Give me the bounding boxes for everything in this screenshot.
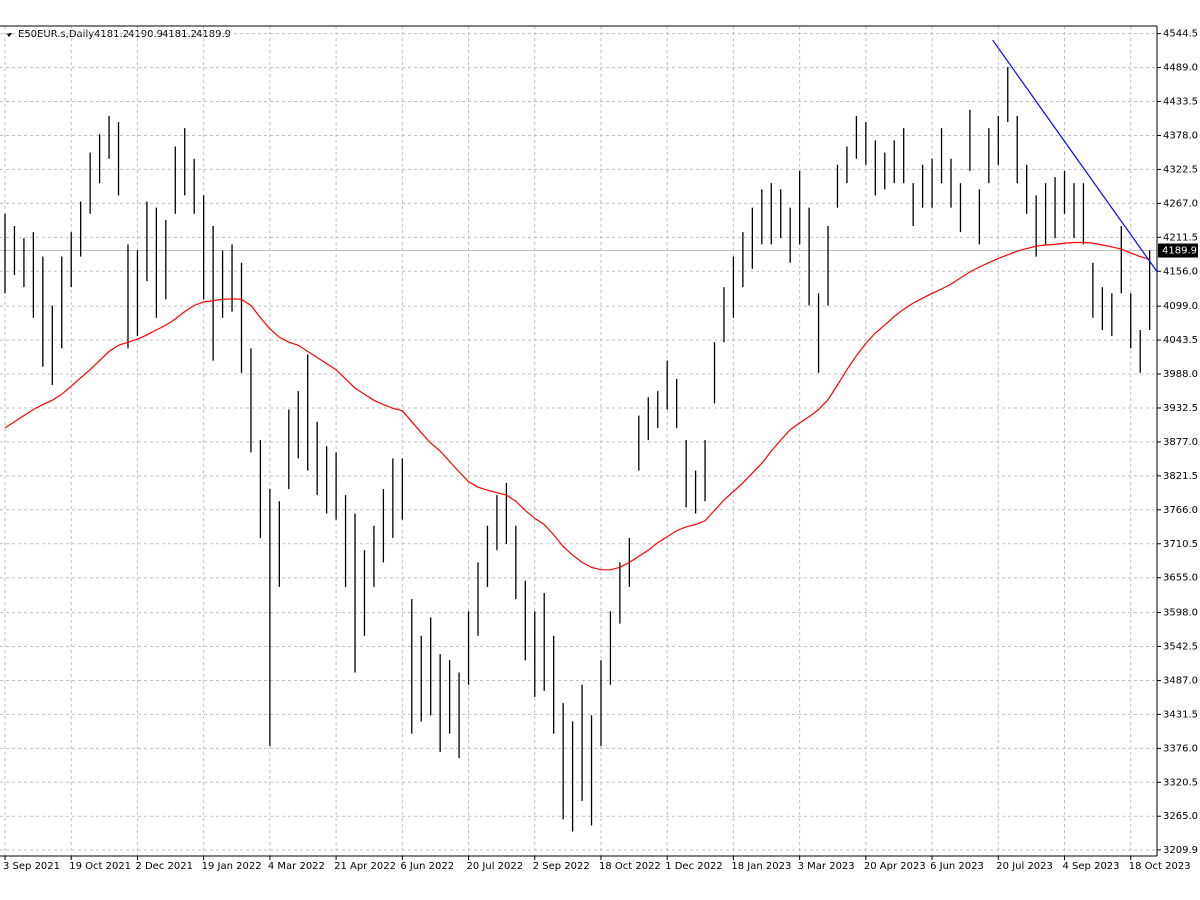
trendline <box>992 39 1158 273</box>
y-tick-label: 3320.5 <box>1163 777 1198 788</box>
y-tick-label: 3431.5 <box>1163 709 1198 720</box>
y-tick-label: 4043.5 <box>1163 335 1198 346</box>
ohlc-low: 4181.2 <box>162 29 197 40</box>
y-tick-label: 4544.5 <box>1163 29 1198 40</box>
x-tick-label: 20 Apr 2023 <box>864 861 926 872</box>
x-tick-label: 6 Jun 2022 <box>400 861 454 872</box>
y-tick-label: 3932.5 <box>1163 403 1198 414</box>
price-label-box <box>1158 243 1198 258</box>
x-tick-label: 20 Jul 2023 <box>996 861 1053 872</box>
x-tick-label: 20 Jul 2022 <box>467 861 524 872</box>
y-tick-label: 3988.0 <box>1163 369 1198 380</box>
y-tick-label: 4322.5 <box>1163 164 1198 175</box>
y-tick-label: 3766.0 <box>1163 505 1198 516</box>
symbol: E50EUR.s,Daily <box>18 29 94 40</box>
ohlc-open: 4181.2 <box>94 29 129 40</box>
y-tick-label: 3265.0 <box>1163 811 1198 822</box>
y-tick-label: 4211.5 <box>1163 232 1198 243</box>
x-tick-label: 1 Dec 2022 <box>665 861 723 872</box>
y-tick-label: 4378.0 <box>1163 130 1198 141</box>
y-tick-label: 3487.0 <box>1163 675 1198 686</box>
x-tick-label: 18 Jan 2023 <box>731 861 791 872</box>
x-tick-label: 21 Apr 2022 <box>334 861 396 872</box>
y-tick-label: 4489.0 <box>1163 63 1198 74</box>
y-tick-label: 3877.0 <box>1163 437 1198 448</box>
y-tick-label: 4156.0 <box>1163 266 1198 277</box>
y-tick-label: 3598.0 <box>1163 608 1198 619</box>
y-tick-label: 4267.0 <box>1163 198 1198 209</box>
x-tick-label: 18 Oct 2022 <box>599 861 661 872</box>
y-tick-label: 3209.9 <box>1163 845 1198 856</box>
x-tick-label: 4 Sep 2023 <box>1063 861 1120 872</box>
x-tick-label: 19 Jan 2022 <box>202 861 262 872</box>
ohlc-high: 4190.9 <box>128 29 163 40</box>
x-tick-label: 6 Jun 2023 <box>930 861 984 872</box>
x-tick-label: 19 Oct 2021 <box>69 861 131 872</box>
x-tick-label: 18 Oct 2023 <box>1129 861 1191 872</box>
x-tick-label: 3 Mar 2023 <box>798 861 855 872</box>
x-tick-label: 2 Sep 2022 <box>533 861 590 872</box>
y-tick-label: 3655.0 <box>1163 573 1198 584</box>
y-tick-label: 3542.5 <box>1163 642 1198 653</box>
y-tick-label: 4433.5 <box>1163 97 1198 108</box>
y-tick-label: 4099.0 <box>1163 301 1198 312</box>
y-tick-label: 3710.5 <box>1163 539 1198 550</box>
x-tick-label: 3 Sep 2021 <box>3 861 60 872</box>
moving-average <box>4 241 1150 571</box>
x-tick-label: 4 Mar 2022 <box>268 861 325 872</box>
price-label: 4189.9 <box>1162 246 1197 257</box>
x-tick-label: 2 Dec 2021 <box>135 861 193 872</box>
ohlc-close: 4189.9 <box>196 29 231 40</box>
y-tick-label: 3821.5 <box>1163 471 1198 482</box>
y-tick-label: 3376.0 <box>1163 743 1198 754</box>
